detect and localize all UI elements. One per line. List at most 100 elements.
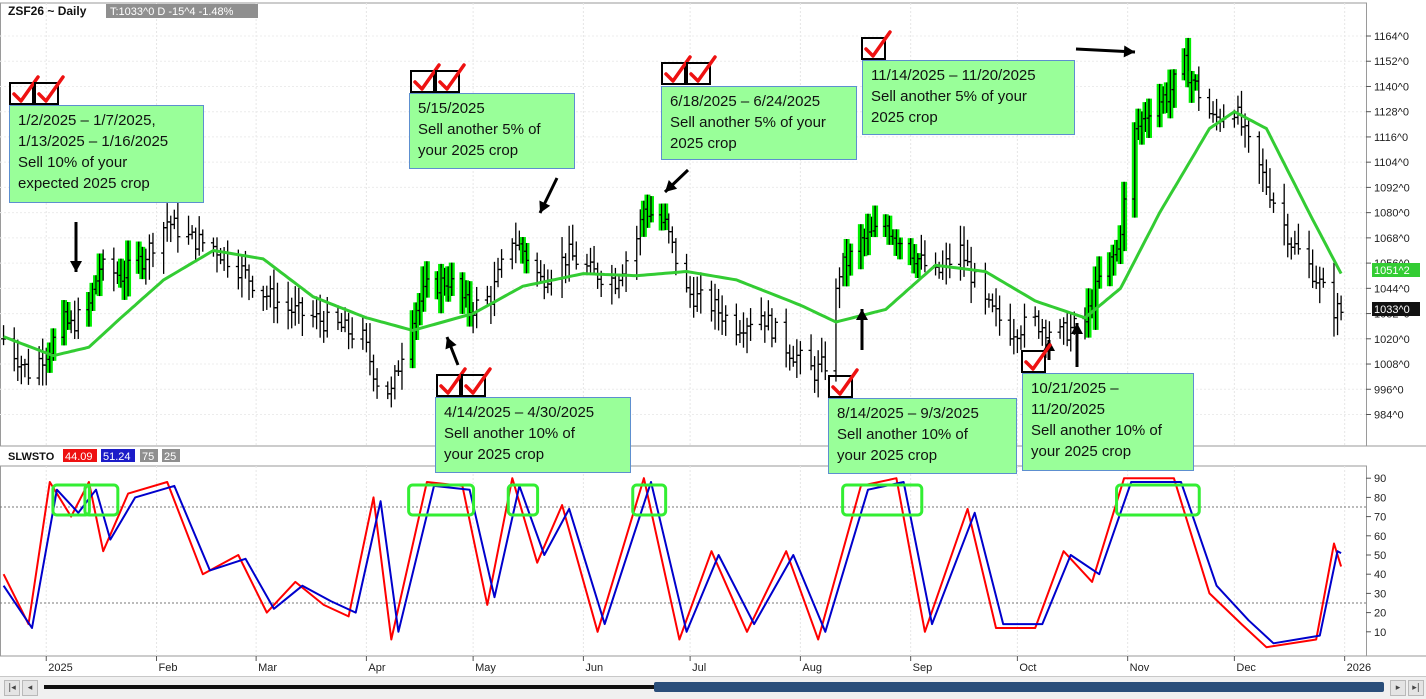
horizontal-scrollbar[interactable]: |◂ ◂ ▸ ▸| xyxy=(0,676,1426,699)
check-mark-icon xyxy=(864,30,892,58)
check-mark-icon xyxy=(464,367,492,395)
pointer-arrowhead xyxy=(445,337,457,350)
oscillator-layer xyxy=(2,477,1343,649)
k-value-bg xyxy=(63,449,97,462)
axis-layer: 2025 Feb Mar Apr May Jun Jul Aug Sep Oct Nov Dec 202… xyxy=(45,31,1410,674)
overbought-highlight-box xyxy=(83,483,120,517)
month-label: Dec xyxy=(1236,662,1256,674)
scroll-home-icon[interactable]: |◂ xyxy=(4,680,20,696)
indicator-name: SLWSTO xyxy=(8,451,55,463)
scroll-end-icon[interactable]: ▸| xyxy=(1408,680,1424,696)
month-label: Apr xyxy=(368,662,385,674)
callout-line: Sell another 10% of xyxy=(444,425,575,442)
price-tick-label: 1104^0 xyxy=(1374,157,1409,169)
checkbox-icon xyxy=(1021,350,1046,373)
check-mark-icon xyxy=(413,63,441,91)
callout-line: your 2025 crop xyxy=(1031,443,1132,460)
check-mark-icon xyxy=(1024,343,1052,371)
price-tick-label: 1020^0 xyxy=(1374,334,1410,346)
pointer-arrowhead xyxy=(539,200,551,213)
month-label: Sep xyxy=(913,662,933,674)
overbought-highlight-box xyxy=(631,483,668,517)
upper-level: 75 xyxy=(142,451,154,463)
callout-line: 2025 crop xyxy=(670,135,737,152)
check-mark-icon xyxy=(438,63,466,91)
checkbox-icon xyxy=(661,62,686,85)
scroll-thumb[interactable] xyxy=(654,682,1384,692)
price-tick-label: 1068^0 xyxy=(1374,233,1410,245)
callout-november: 11/14/2025 – 11/20/2025 Sell another 5% … xyxy=(862,60,1075,135)
check-mark-icon xyxy=(689,55,717,83)
callout-line: 11/20/2025 xyxy=(1031,401,1105,418)
osc-tick-label: 80 xyxy=(1374,492,1386,504)
scroll-track[interactable] xyxy=(44,685,654,689)
callout-line: 8/14/2025 – 9/3/2025 xyxy=(837,405,979,422)
stochastic-d-line xyxy=(2,481,1342,645)
callout-line: Sell another 10% of xyxy=(837,426,968,443)
stochastic-k-line xyxy=(2,477,1343,649)
price-tick-label: 1080^0 xyxy=(1374,208,1410,220)
ma-last-tag: 1051^2 xyxy=(1374,265,1410,277)
pointer-arrowhead xyxy=(70,261,82,272)
callout-line: expected 2025 crop xyxy=(18,175,150,192)
month-label: Oct xyxy=(1019,662,1036,674)
price-tick-label: 1092^0 xyxy=(1374,182,1410,194)
check-mark-icon xyxy=(37,75,65,103)
price-tick-label: 1116^0 xyxy=(1374,132,1408,144)
checkbox-icon xyxy=(34,82,59,105)
price-tick-label: 1164^0 xyxy=(1374,31,1409,43)
moving-average-line xyxy=(3,110,1343,358)
overbought-highlight-box xyxy=(841,483,924,517)
osc-tick-label: 20 xyxy=(1374,608,1386,620)
callout-april: 4/14/2025 – 4/30/2025 Sell another 10% o… xyxy=(435,397,631,473)
arrow-layer xyxy=(70,45,1136,367)
osc-tick-label: 90 xyxy=(1374,473,1386,485)
callout-line: Sell 10% of your xyxy=(18,154,128,171)
checkbox-icon xyxy=(435,70,460,93)
price-tick-label: 984^0 xyxy=(1374,410,1404,422)
callout-line: 5/15/2025 xyxy=(418,100,485,117)
callout-line: 2025 crop xyxy=(871,109,938,126)
callout-may: 5/15/2025 Sell another 5% of your 2025 c… xyxy=(409,93,575,169)
callout-june: 6/18/2025 – 6/24/2025 Sell another 5% of… xyxy=(661,86,857,160)
lower-level: 25 xyxy=(164,451,176,463)
scroll-left-icon[interactable]: ◂ xyxy=(22,680,38,696)
month-label: May xyxy=(475,662,496,674)
checkbox-icon xyxy=(461,374,486,397)
price-tick-label: 1008^0 xyxy=(1374,359,1410,371)
checkbox-icon xyxy=(436,374,461,397)
callout-line: your 2025 crop xyxy=(837,447,938,464)
close-last-tag-bg xyxy=(1372,302,1420,316)
callout-january: 1/2/2025 – 1/7/2025, 1/13/2025 – 1/16/20… xyxy=(9,105,204,203)
callout-line: 10/21/2025 – xyxy=(1031,380,1119,397)
month-label: Nov xyxy=(1130,662,1150,674)
pointer-arrowhead xyxy=(1123,45,1135,58)
check-mark-icon xyxy=(664,55,692,83)
month-label: Jun xyxy=(585,662,603,674)
overbought-highlight-box xyxy=(1115,483,1201,517)
overbought-highlight-box xyxy=(51,483,91,517)
callout-line: Sell another 5% of xyxy=(418,121,541,138)
scroll-right-icon[interactable]: ▸ xyxy=(1390,680,1406,696)
osc-tick-label: 60 xyxy=(1374,531,1386,543)
overbought-highlight-box xyxy=(506,483,540,517)
month-label: 2025 xyxy=(48,662,72,674)
callout-line: 4/14/2025 – 4/30/2025 xyxy=(444,404,595,421)
overbought-highlight-box xyxy=(407,483,476,517)
callout-line: Sell another 5% of your xyxy=(670,114,826,131)
price-tick-label: 1044^0 xyxy=(1374,283,1410,295)
checkbox-icon xyxy=(9,82,34,105)
pointer-arrowhead xyxy=(1071,323,1083,334)
month-label: Jul xyxy=(692,662,706,674)
lower-level-bg xyxy=(162,449,180,462)
callout-october: 10/21/2025 – 11/20/2025 Sell another 10%… xyxy=(1022,373,1194,471)
callout-line: 1/2/2025 – 1/7/2025, xyxy=(18,112,156,129)
month-label: Aug xyxy=(802,662,822,674)
k-value: 44.09 xyxy=(65,451,93,463)
price-bars xyxy=(1,37,1344,408)
check-mark-icon xyxy=(439,367,467,395)
symbol-title: ZSF26 ~ Daily xyxy=(8,4,87,18)
osc-tick-label: 50 xyxy=(1374,550,1386,562)
osc-tick-label: 10 xyxy=(1374,627,1386,639)
